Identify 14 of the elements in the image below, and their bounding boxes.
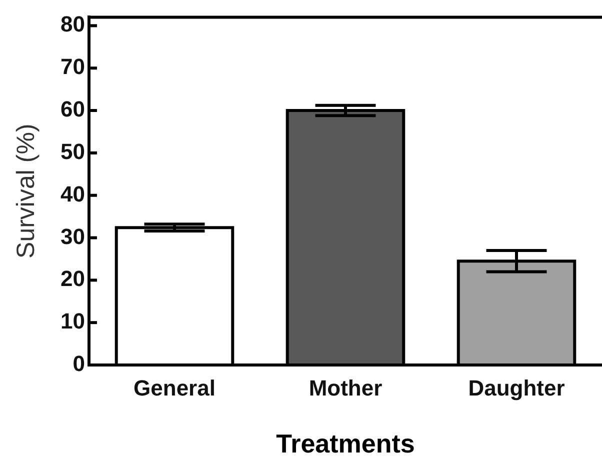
x-axis-title: Treatments <box>276 428 415 459</box>
y-tick-label: 30 <box>60 224 85 249</box>
y-tick-label: 40 <box>60 181 85 206</box>
y-tick-label: 70 <box>60 54 85 80</box>
y-tick-label: 60 <box>60 96 85 122</box>
y-axis-title: Survival (%) <box>12 124 40 258</box>
y-tick-label: 20 <box>60 266 85 292</box>
x-tick-label: General <box>134 375 216 400</box>
x-tick-label: Mother <box>308 375 383 400</box>
y-tick-label: 80 <box>60 12 85 37</box>
y-tick-label: 10 <box>60 308 85 334</box>
y-tick-label: 0 <box>72 351 85 376</box>
x-tick-label: Daughter <box>468 375 566 400</box>
y-tick-label: 50 <box>60 138 85 164</box>
